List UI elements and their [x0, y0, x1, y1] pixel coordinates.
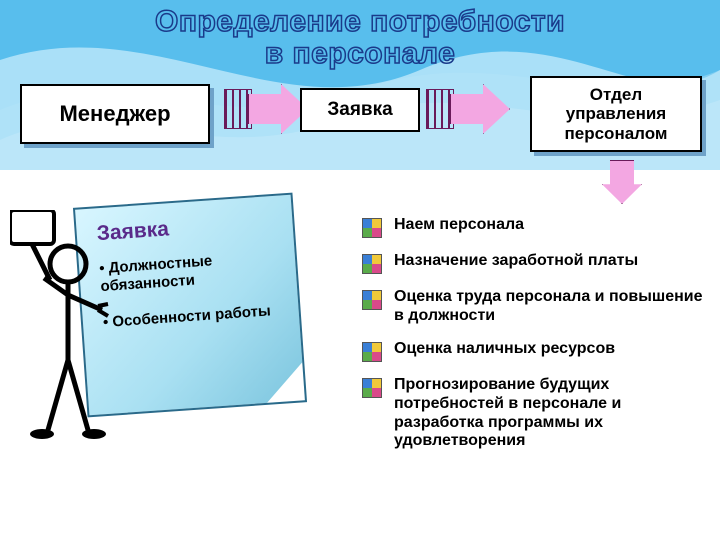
stick-figure-icon	[10, 210, 120, 470]
title-line-2: в персонале	[265, 37, 456, 70]
bullet-icon	[362, 218, 382, 238]
box-dept-l2: управления	[566, 104, 666, 123]
list-item-text: Назначение заработной платы	[394, 252, 638, 271]
box-department: Отдел управления персоналом	[530, 76, 702, 152]
list-item-text: Оценка наличных ресурсов	[394, 340, 615, 359]
list-item: Наем персонала	[362, 216, 706, 238]
list-item-text: Оценка труда персонала и повышение в дол…	[394, 288, 706, 326]
bullet-icon	[362, 254, 382, 274]
list-item: Назначение заработной платы	[362, 252, 706, 274]
list-item: Оценка наличных ресурсов	[362, 340, 706, 362]
page-title: Определение потребности в персонале	[0, 6, 720, 69]
note-title: Заявка	[96, 210, 279, 247]
bullet-icon	[362, 290, 382, 310]
bullet-icon	[362, 378, 382, 398]
list-item: Оценка труда персонала и повышение в дол…	[362, 288, 706, 326]
bullet-icon	[362, 342, 382, 362]
note-item-1: • Должностные обязанности	[99, 248, 283, 297]
list-item-text: Наем персонала	[394, 216, 524, 235]
arrow-req-to-dept	[450, 84, 510, 134]
box-manager-label: Менеджер	[59, 101, 170, 127]
list-item: Прогнозирование будущих потребностей в п…	[362, 376, 706, 452]
box-request-label: Заявка	[327, 99, 392, 121]
box-manager: Менеджер	[20, 84, 210, 144]
note-item-2: • Особенности работы	[102, 301, 285, 332]
box-dept-l1: Отдел	[590, 85, 642, 104]
box-dept-l3: персоналом	[565, 124, 668, 143]
title-line-1: Определение потребности	[155, 5, 565, 38]
arrow-mgr-to-req	[248, 84, 308, 134]
outcome-list: Наем персонала Назначение заработной пла…	[362, 216, 706, 465]
box-request: Заявка	[300, 88, 420, 132]
list-item-text: Прогнозирование будущих потребностей в п…	[394, 376, 706, 452]
